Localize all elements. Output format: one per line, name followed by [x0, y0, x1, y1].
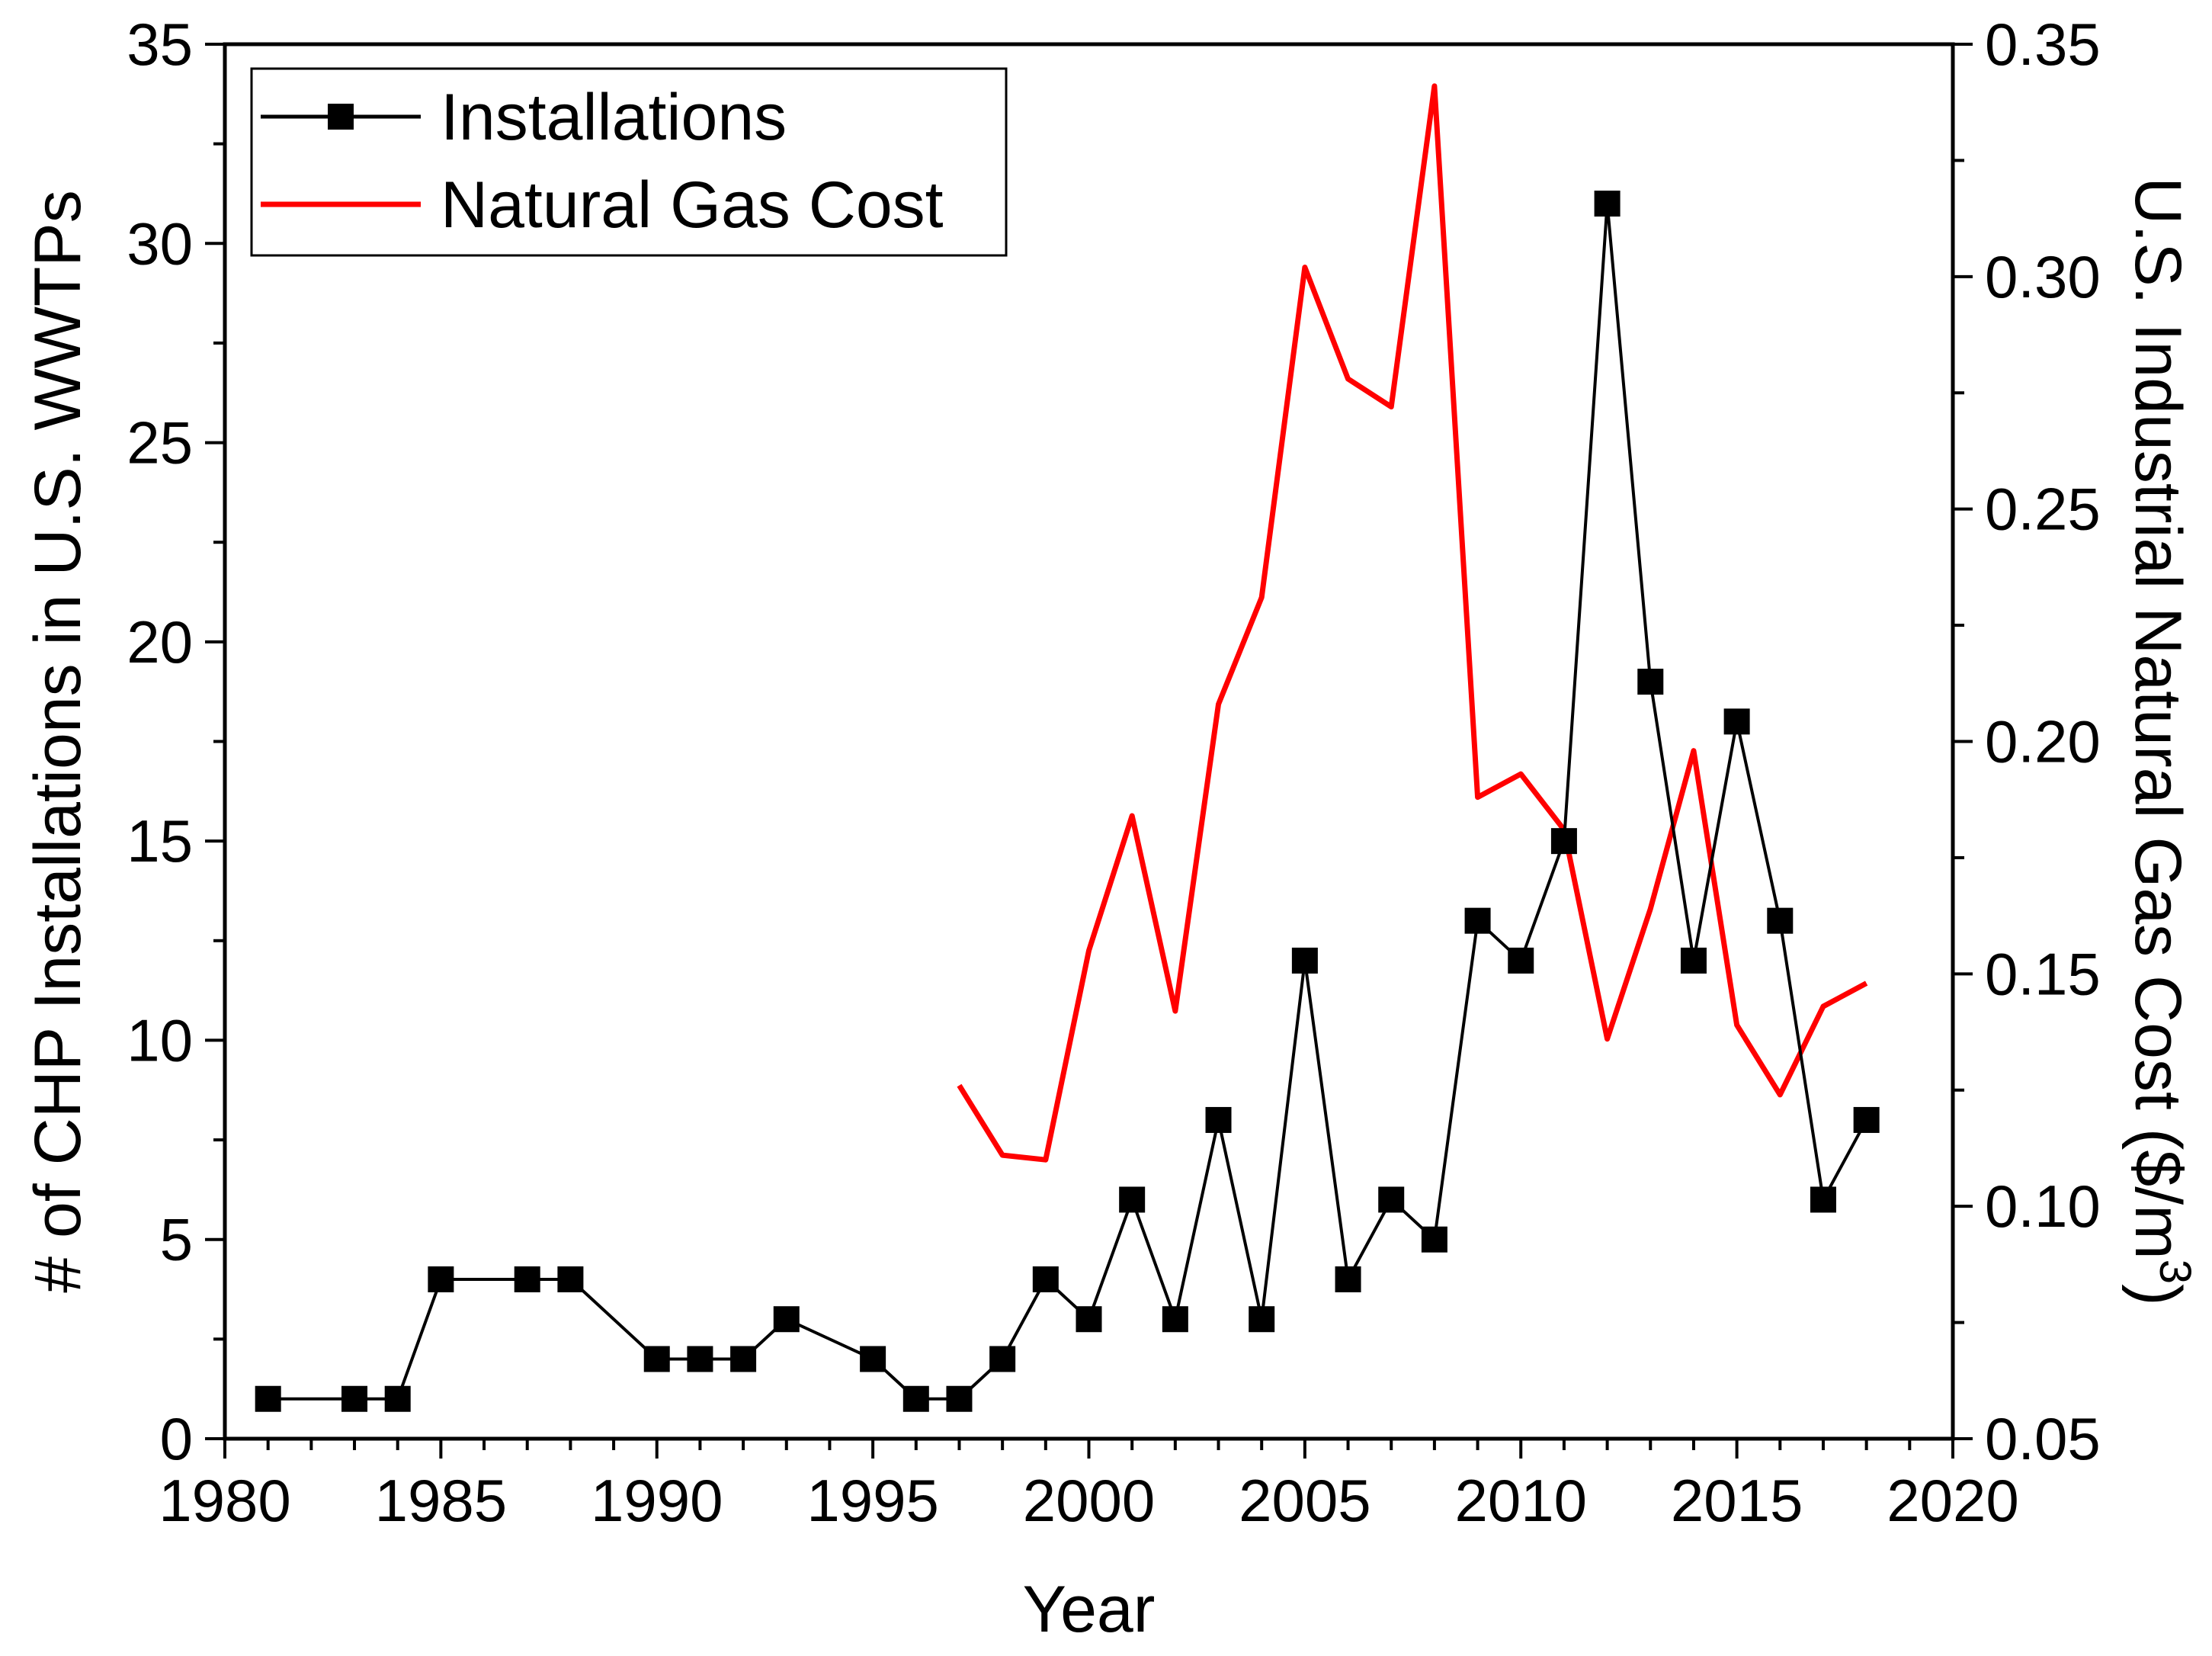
y-left-tick-label: 25 [127, 409, 193, 477]
labels-layer: 1980 1985 1990 1995 2000 2005 2010 2015 20200510… [127, 11, 2101, 1534]
installations-point [1550, 828, 1577, 855]
installations-point [946, 1385, 973, 1412]
installations-point [514, 1266, 540, 1292]
x-tick-label: 1980 [159, 1467, 291, 1534]
y-left-tick-label: 5 [160, 1206, 193, 1273]
y-right-tick-label: 0.30 [1985, 243, 2101, 310]
installations-point [1680, 947, 1707, 974]
y-left-tick-label: 35 [127, 11, 193, 78]
installations-point [1421, 1226, 1447, 1253]
installations-point [1032, 1266, 1059, 1292]
x-tick-label: 1985 [375, 1467, 508, 1534]
plot-frame [223, 42, 1955, 1441]
y-right-title-close: ) [2121, 1284, 2194, 1306]
y-left-tick-label: 30 [127, 210, 193, 277]
y-right-tick-label: 0.35 [1985, 11, 2101, 78]
legend-label-installations: Installations [441, 81, 787, 154]
installations-point [1723, 708, 1750, 735]
y-left-axis-title: # of CHP Installations in U.S. WWTPs [21, 190, 95, 1293]
y-left-tick-label: 0 [160, 1405, 193, 1472]
y-right-title-main: U.S. Industrial Natural Gas Cost ($/m [2121, 177, 2194, 1259]
installations-point [1378, 1186, 1405, 1213]
installations-point [1464, 907, 1491, 934]
installations-point [1119, 1186, 1146, 1213]
y-right-tick-label: 0.05 [1985, 1405, 2101, 1472]
y-left-tick-label: 20 [127, 608, 193, 676]
x-tick-label: 2015 [1671, 1467, 1803, 1534]
x-tick-label: 2000 [1023, 1467, 1156, 1534]
y-right-tick-label: 0.15 [1985, 940, 2101, 1007]
installations-point [1853, 1106, 1880, 1133]
installations-point [1076, 1306, 1102, 1333]
x-tick-label: 1995 [806, 1467, 939, 1534]
installations-point [557, 1266, 584, 1292]
y-left-tick-label: 15 [127, 807, 193, 875]
y-right-tick-label: 0.10 [1985, 1173, 2101, 1240]
y-right-tick-label: 0.25 [1985, 476, 2101, 543]
legend-box [250, 67, 1008, 257]
x-axis-title: Year [1023, 1573, 1156, 1646]
installations-point [384, 1385, 411, 1412]
installations-point [1291, 947, 1318, 974]
installations-point [1637, 669, 1664, 695]
legend-marker-installations [328, 104, 354, 130]
installations-point [643, 1346, 670, 1372]
x-tick-label: 2020 [1887, 1467, 2019, 1534]
installations-point [773, 1306, 800, 1333]
series-line-natural-gas-cost [957, 83, 1868, 1163]
installations-point [428, 1266, 454, 1292]
series-line-installations [268, 203, 1868, 1401]
installations-point [730, 1346, 757, 1372]
x-tick-label: 1990 [591, 1467, 723, 1534]
installations-point [1508, 947, 1534, 974]
installations-point [687, 1346, 713, 1372]
y-right-title-superscript: 3 [2150, 1260, 2200, 1284]
installations-point [255, 1385, 281, 1412]
x-tick-label: 2005 [1239, 1467, 1371, 1534]
y-right-axis-title: U.S. Industrial Natural Gas Cost ($/m3) [2121, 177, 2200, 1305]
y-left-tick-label: 10 [127, 1006, 193, 1074]
series-layer [255, 83, 1880, 1412]
installations-point [341, 1385, 368, 1412]
installations-point [1205, 1106, 1232, 1133]
installations-point [1767, 907, 1794, 934]
installations-point [1335, 1266, 1361, 1292]
installations-point [902, 1385, 929, 1412]
legend: Installations Natural Gas Cost [250, 67, 1008, 257]
installations-point [1810, 1186, 1836, 1213]
installations-point [1162, 1306, 1188, 1333]
installations-point [1594, 191, 1621, 217]
installations-point [860, 1346, 886, 1372]
x-tick-label: 2010 [1454, 1467, 1587, 1534]
y-right-tick-label: 0.20 [1985, 708, 2101, 775]
legend-label-natural-gas-cost: Natural Gas Cost [441, 168, 944, 242]
installations-point [1249, 1306, 1275, 1333]
installations-point [989, 1346, 1016, 1372]
